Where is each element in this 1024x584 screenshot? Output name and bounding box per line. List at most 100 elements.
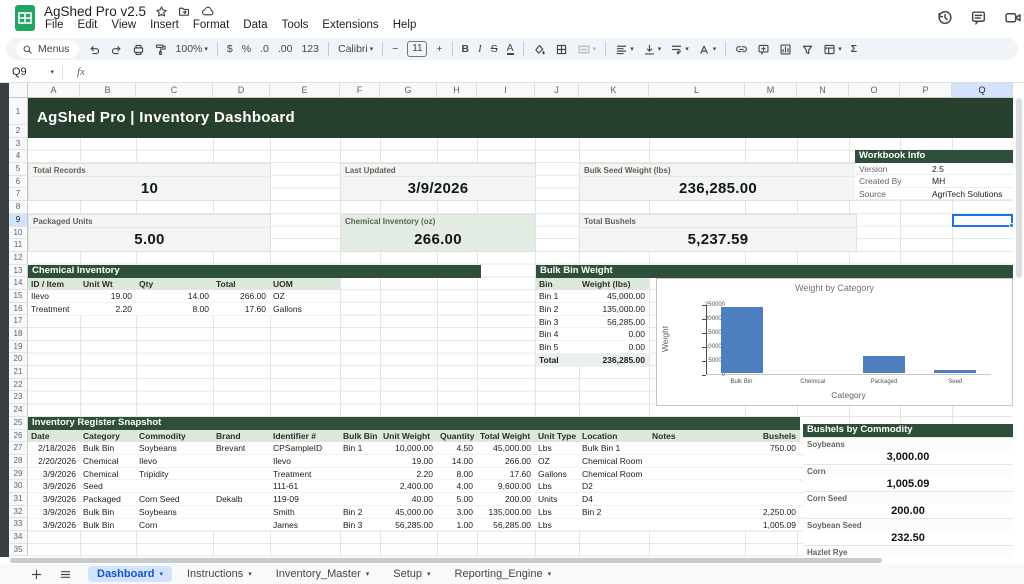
cell[interactable]: Lbs (535, 519, 579, 531)
cell[interactable]: Bin 3 (536, 316, 579, 328)
cell[interactable]: Quantity (437, 430, 477, 443)
cell[interactable]: Smith (270, 506, 340, 518)
menu-insert[interactable]: Insert (143, 18, 186, 34)
bushels-commodity-value[interactable]: 232.50 (803, 531, 1013, 545)
cell[interactable]: 3/9/2026 (28, 493, 80, 505)
cell[interactable]: Corn (136, 519, 213, 531)
chart-bar-packaged[interactable] (863, 356, 905, 373)
cell[interactable]: Chemical Room (579, 455, 649, 467)
cell[interactable]: Brand (213, 430, 270, 443)
row-header-22[interactable]: 22 (9, 379, 28, 392)
bushels-commodity-label[interactable]: Soybeans (803, 437, 1013, 450)
row-header-17[interactable]: 17 (9, 315, 28, 328)
bushels-commodity-label[interactable]: Soybean Seed (803, 518, 1013, 531)
sheet-tab-dashboard[interactable]: Dashboard▾ (88, 566, 172, 582)
sheet-tab-inventory_master[interactable]: Inventory_Master▾ (267, 566, 379, 582)
cell[interactable] (649, 493, 745, 505)
cell[interactable]: Ilevo (136, 455, 213, 467)
move-folder-icon[interactable] (177, 5, 191, 18)
cell[interactable]: D2 (579, 480, 649, 492)
cell[interactable] (745, 455, 800, 467)
comments-icon[interactable] (970, 9, 987, 26)
row-header-10[interactable]: 10 (9, 227, 28, 240)
info-label[interactable]: Created By (855, 175, 930, 187)
cell[interactable]: 5.00 (437, 493, 477, 505)
cell[interactable]: D4 (579, 493, 649, 505)
cell[interactable] (745, 493, 800, 505)
column-header-h[interactable]: H (437, 83, 477, 98)
cell[interactable]: Bulk Bin (80, 519, 136, 531)
cell[interactable] (649, 519, 745, 531)
kpi-chemical-inventory[interactable]: Chemical Inventory (oz) 266.00 (340, 214, 536, 252)
active-cell-selection[interactable] (952, 214, 1013, 227)
cell[interactable]: 1,005.09 (745, 519, 800, 531)
row-header-14[interactable]: 14 (9, 277, 28, 290)
cell[interactable]: 2,400.00 (380, 480, 437, 492)
menu-extensions[interactable]: Extensions (315, 18, 385, 34)
cell[interactable]: Bin (536, 278, 579, 291)
row-header-9[interactable]: 9 (9, 214, 28, 227)
cell[interactable]: Soybeans (136, 442, 213, 454)
cell[interactable] (649, 442, 745, 454)
row-header-29[interactable]: 29 (9, 468, 28, 481)
cell[interactable]: 8.00 (136, 303, 213, 315)
cell[interactable]: 17.60 (477, 468, 535, 480)
cell[interactable] (649, 455, 745, 467)
cell[interactable]: Lbs (535, 480, 579, 492)
cell[interactable]: 200.00 (477, 493, 535, 505)
row-header-28[interactable]: 28 (9, 455, 28, 468)
cell[interactable]: Dekalb (213, 493, 270, 505)
column-header-d[interactable]: D (213, 83, 270, 98)
borders-button[interactable] (555, 43, 568, 56)
row-header-26[interactable]: 26 (9, 430, 28, 443)
cell[interactable]: Ilevo (270, 455, 340, 467)
column-header-f[interactable]: F (340, 83, 380, 98)
kpi-total-bushels[interactable]: Total Bushels 5,237.59 (579, 214, 857, 252)
cell[interactable]: 111-61 (270, 480, 340, 492)
bushels-commodity-label[interactable]: Hazlet Rye (803, 545, 1013, 557)
row-header-3[interactable]: 3 (9, 138, 28, 151)
row-header-15[interactable]: 15 (9, 290, 28, 303)
cell[interactable] (340, 480, 380, 492)
row-header-20[interactable]: 20 (9, 353, 28, 366)
cell[interactable]: 1.00 (437, 519, 477, 531)
strikethrough-button[interactable]: S (491, 43, 498, 55)
cell[interactable]: Identifier # (270, 430, 340, 443)
menu-format[interactable]: Format (186, 18, 236, 34)
italic-button[interactable]: I (478, 44, 482, 55)
sheet-tab-setup[interactable]: Setup▾ (384, 566, 439, 582)
cell[interactable]: James (270, 519, 340, 531)
info-label[interactable]: Source (855, 188, 930, 200)
menu-file[interactable]: File (38, 18, 71, 34)
row-header-34[interactable]: 34 (9, 531, 28, 544)
print-button[interactable] (132, 43, 145, 56)
font-select[interactable]: Calibri ▾ (338, 43, 373, 55)
document-title[interactable]: AgShed Pro v2.5 (44, 4, 146, 19)
cell[interactable]: Unit Wt (80, 278, 136, 291)
cell[interactable]: 2/18/2026 (28, 442, 80, 454)
cell[interactable] (213, 506, 270, 518)
sheets-logo-icon[interactable] (13, 4, 37, 32)
cell[interactable]: Lbs (535, 506, 579, 518)
vertical-scrollbar[interactable] (1016, 98, 1022, 278)
cell[interactable]: Category (80, 430, 136, 443)
info-value[interactable]: AgriTech Solutions (930, 188, 1013, 200)
format-percent-button[interactable]: % (242, 43, 251, 55)
cell[interactable]: CPSampleID (270, 442, 340, 454)
kpi-packaged-units[interactable]: Packaged Units 5.00 (28, 214, 271, 252)
cell[interactable]: Bulk Bin (80, 506, 136, 518)
cell[interactable]: Bin 2 (579, 506, 649, 518)
cell[interactable]: 4.00 (437, 480, 477, 492)
bushels-commodity-value[interactable]: 200.00 (803, 504, 1013, 518)
column-header-e[interactable]: E (270, 83, 340, 98)
cell[interactable]: 2,250.00 (745, 506, 800, 518)
cell[interactable]: 3/9/2026 (28, 506, 80, 518)
sheet-tab-reporting_engine[interactable]: Reporting_Engine▾ (446, 566, 561, 582)
text-wrap-button[interactable]: ▾ (670, 43, 689, 56)
cell[interactable] (340, 468, 380, 480)
row-header-11[interactable]: 11 (9, 239, 28, 252)
cell[interactable]: 266.00 (213, 290, 270, 302)
cell[interactable]: 9,600.00 (477, 480, 535, 492)
increase-font-size-button[interactable]: + (436, 43, 442, 55)
insert-link-button[interactable] (735, 43, 748, 56)
